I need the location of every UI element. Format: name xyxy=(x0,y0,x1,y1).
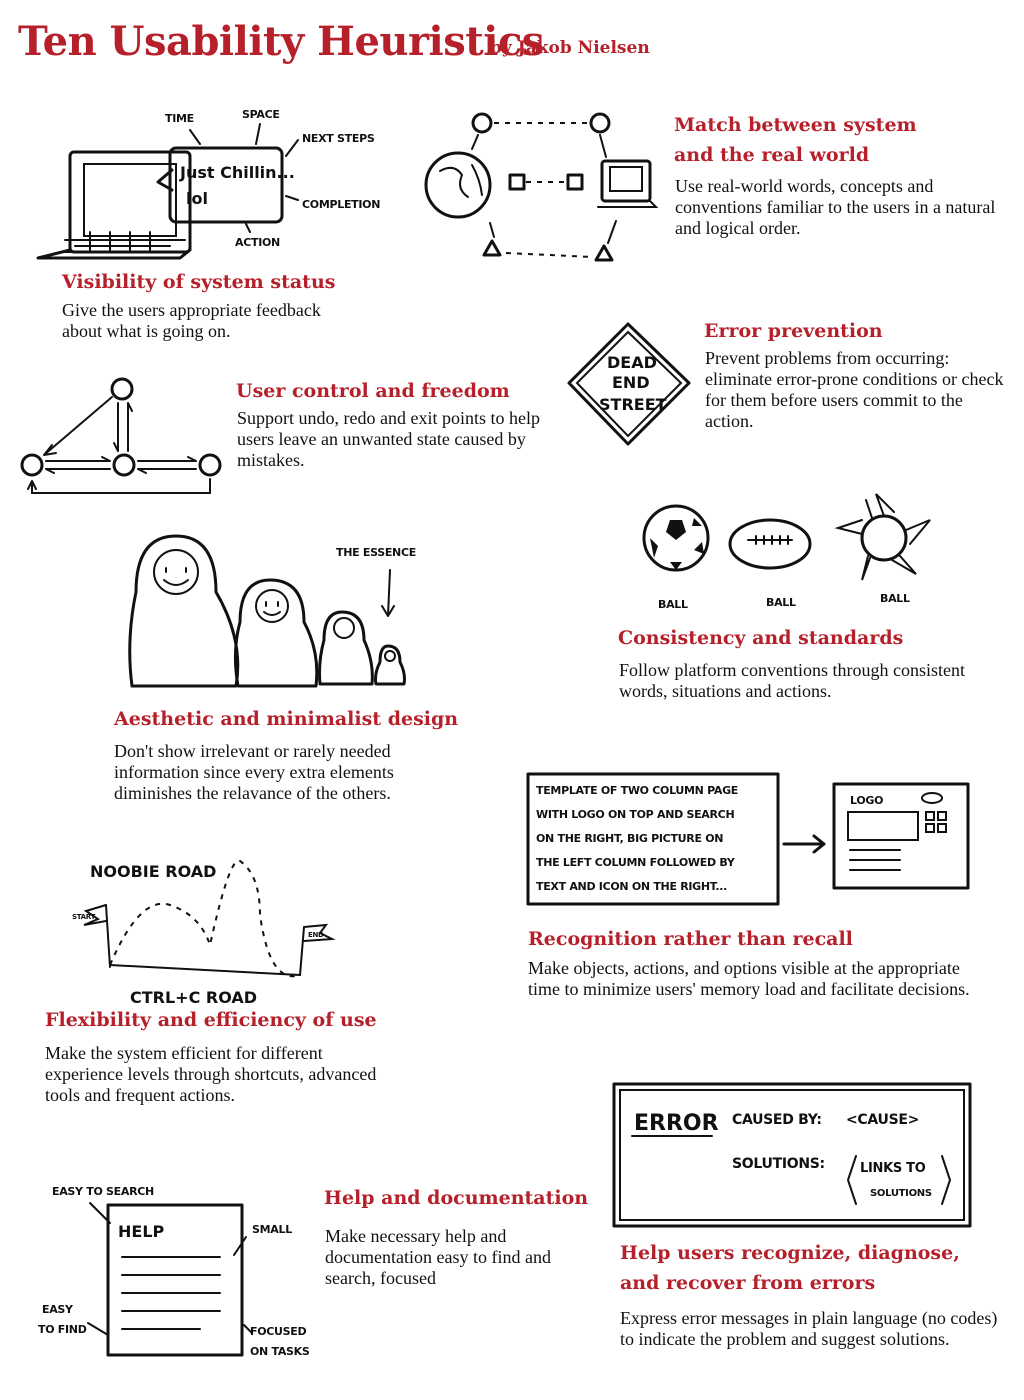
heuristic-4-body: Prevent problems from occurring: elimina… xyxy=(705,348,1004,431)
noobie-road-label: NOOBIE ROAD xyxy=(90,862,216,881)
bubble-line-1: Just Chillin... xyxy=(179,163,295,182)
heuristic-10-title-line1: Help users recognize, diagnose, xyxy=(620,1242,960,1264)
label-focused: FOCUSED xyxy=(250,1325,307,1338)
sign-line-1: DEAD xyxy=(607,353,657,372)
bubble-line-2: lol xyxy=(186,189,208,208)
heuristic-4-title: Error prevention xyxy=(704,320,883,342)
nesting-dolls-illustration: THE ESSENCE xyxy=(128,534,416,688)
essence-note: THE ESSENCE xyxy=(336,546,416,559)
template-line-4: THE LEFT COLUMN FOLLOWED BY xyxy=(536,856,736,869)
label-next-steps: NEXT STEPS xyxy=(302,132,375,145)
heuristic-5-body: Follow platform conventions through cons… xyxy=(619,660,965,701)
links-solutions-label: SOLUTIONS xyxy=(870,1188,932,1199)
caused-by-label: CAUSED BY: xyxy=(732,1112,822,1128)
template-to-layout-illustration: TEMPLATE OF TWO COLUMN PAGE WITH LOGO ON… xyxy=(526,772,970,906)
heuristic-10-title-line2: and recover from errors xyxy=(620,1272,876,1294)
label-easy-to-search: EASY TO SEARCH xyxy=(52,1185,154,1198)
sign-line-3: STREET xyxy=(599,395,667,414)
undo-redo-nodes-illustration xyxy=(20,377,222,494)
label-to-find: TO FIND xyxy=(38,1323,87,1336)
dead-end-sign-illustration: DEAD END STREET xyxy=(567,322,691,446)
label-on-tasks: ON TASKS xyxy=(250,1345,310,1358)
heuristic-3-title: User control and freedom xyxy=(236,380,510,402)
label-action: ACTION xyxy=(235,236,280,249)
start-flag-label: START xyxy=(72,913,96,921)
links-to-label: LINKS TO xyxy=(860,1161,926,1176)
page-title: Ten Usability Heuristics xyxy=(18,18,544,65)
two-roads-illustration: NOOBIE ROAD CTRL+C ROAD START END xyxy=(72,859,336,1007)
label-easy: EASY xyxy=(42,1303,74,1316)
template-line-2: WITH LOGO ON TOP AND SEARCH xyxy=(536,808,734,821)
heuristic-9-body: Make necessary help and documentation ea… xyxy=(325,1226,551,1288)
sign-line-2: END xyxy=(612,373,650,392)
template-line-5: TEXT AND ICON ON THE RIGHT... xyxy=(536,880,727,893)
heuristic-6-body: Don't show irrelevant or rarely needed i… xyxy=(114,741,394,803)
error-word: ERROR xyxy=(634,1111,719,1136)
globe-to-computer-illustration xyxy=(424,112,659,262)
ctrl-c-road-label: CTRL+C ROAD xyxy=(130,988,257,1007)
ball-label-3: BALL xyxy=(880,592,910,605)
heuristic-8-body: Make the system efficient for different … xyxy=(45,1043,377,1105)
label-time: TIME xyxy=(165,112,194,125)
label-completion: COMPLETION xyxy=(302,198,380,211)
error-message-illustration: ERROR CAUSED BY: <CAUSE> SOLUTIONS: LINK… xyxy=(612,1082,972,1228)
help-doc-title: HELP xyxy=(118,1222,165,1241)
heuristic-2-title-line1: Match between system xyxy=(674,114,917,136)
heuristic-7-title: Recognition rather than recall xyxy=(528,928,853,950)
ball-label-1: BALL xyxy=(658,598,688,611)
heuristic-2-body: Use real-world words, concepts and conve… xyxy=(675,176,996,238)
label-small: SMALL xyxy=(252,1223,292,1236)
heuristic-9-title: Help and documentation xyxy=(324,1187,589,1209)
heuristic-7-body: Make objects, actions, and options visib… xyxy=(528,958,970,999)
heuristic-3-body: Support undo, redo and exit points to he… xyxy=(237,408,540,470)
template-line-1: TEMPLATE OF TWO COLUMN PAGE xyxy=(536,784,738,797)
heuristic-10-body: Express error messages in plain language… xyxy=(620,1308,998,1349)
heuristic-8-title: Flexibility and efficiency of use xyxy=(45,1009,377,1031)
three-balls-illustration: BALL BALL BALL xyxy=(642,493,931,611)
solutions-label: SOLUTIONS: xyxy=(732,1156,825,1172)
label-space: SPACE xyxy=(242,108,280,121)
template-line-3: ON THE RIGHT, BIG PICTURE ON xyxy=(536,832,723,845)
end-flag-label: END xyxy=(308,931,324,939)
heuristic-6-title: Aesthetic and minimalist design xyxy=(114,708,459,730)
help-document-illustration: EASY TO SEARCH HELP SMALL EASY TO FIND F… xyxy=(38,1185,310,1358)
author-byline: by Jakob Nielsen xyxy=(490,38,650,58)
heuristic-2-title-line2: and the real world xyxy=(674,144,870,166)
heuristic-1-title: Visibility of system status xyxy=(62,271,336,293)
cause-placeholder: <CAUSE> xyxy=(846,1112,919,1128)
heuristic-5-title: Consistency and standards xyxy=(618,627,904,649)
ball-label-2: BALL xyxy=(766,596,796,609)
laptop-status-illustration: Just Chillin... lol TIME SPACE NEXT STEP… xyxy=(36,108,381,260)
layout-logo: LOGO xyxy=(850,794,883,807)
heuristic-1-body: Give the users appropriate feedback abou… xyxy=(62,300,321,341)
